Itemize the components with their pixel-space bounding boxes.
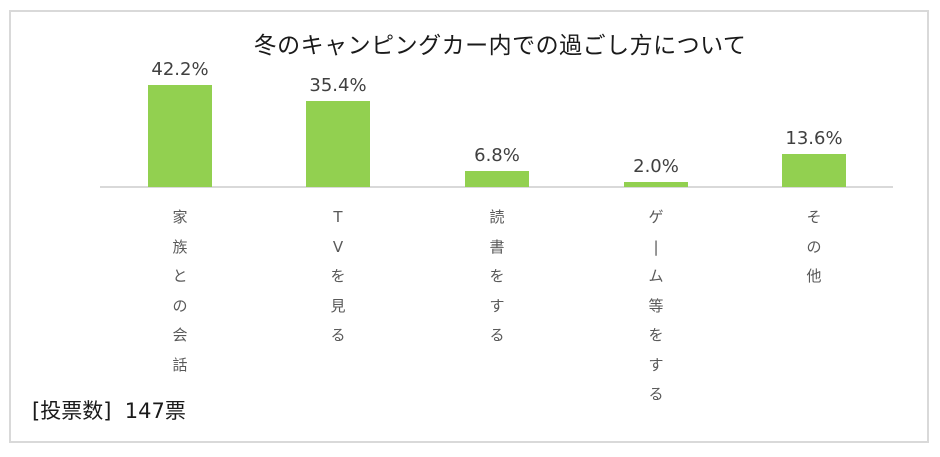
- chart-title: 冬のキャンピングカー内での過ごし方について: [253, 33, 747, 59]
- category-label: 家族との会話: [172, 208, 188, 374]
- bar-5: [782, 154, 846, 187]
- bar-value-label: 13.6%: [785, 128, 843, 149]
- bar-3: [465, 171, 529, 187]
- bar-value-label: 6.8%: [474, 145, 520, 166]
- bar-1: [148, 85, 212, 187]
- x-axis-baseline: [100, 186, 893, 188]
- category-label: ゲ | ム等をする: [648, 208, 664, 403]
- bar-4: [624, 182, 688, 187]
- bar-value-label: 2.0%: [633, 156, 679, 177]
- vote-count-label: [投票数]: [32, 399, 112, 423]
- chart-frame: [9, 10, 929, 443]
- vote-count-annotation: [投票数] 147票: [32, 395, 186, 425]
- category-label: その他: [806, 208, 822, 285]
- bar-2: [306, 101, 370, 187]
- vote-count-value: 147票: [124, 399, 186, 423]
- bar-value-label: 35.4%: [309, 75, 367, 96]
- category-label: 読書をする: [489, 208, 505, 344]
- bar-value-label: 42.2%: [151, 59, 209, 80]
